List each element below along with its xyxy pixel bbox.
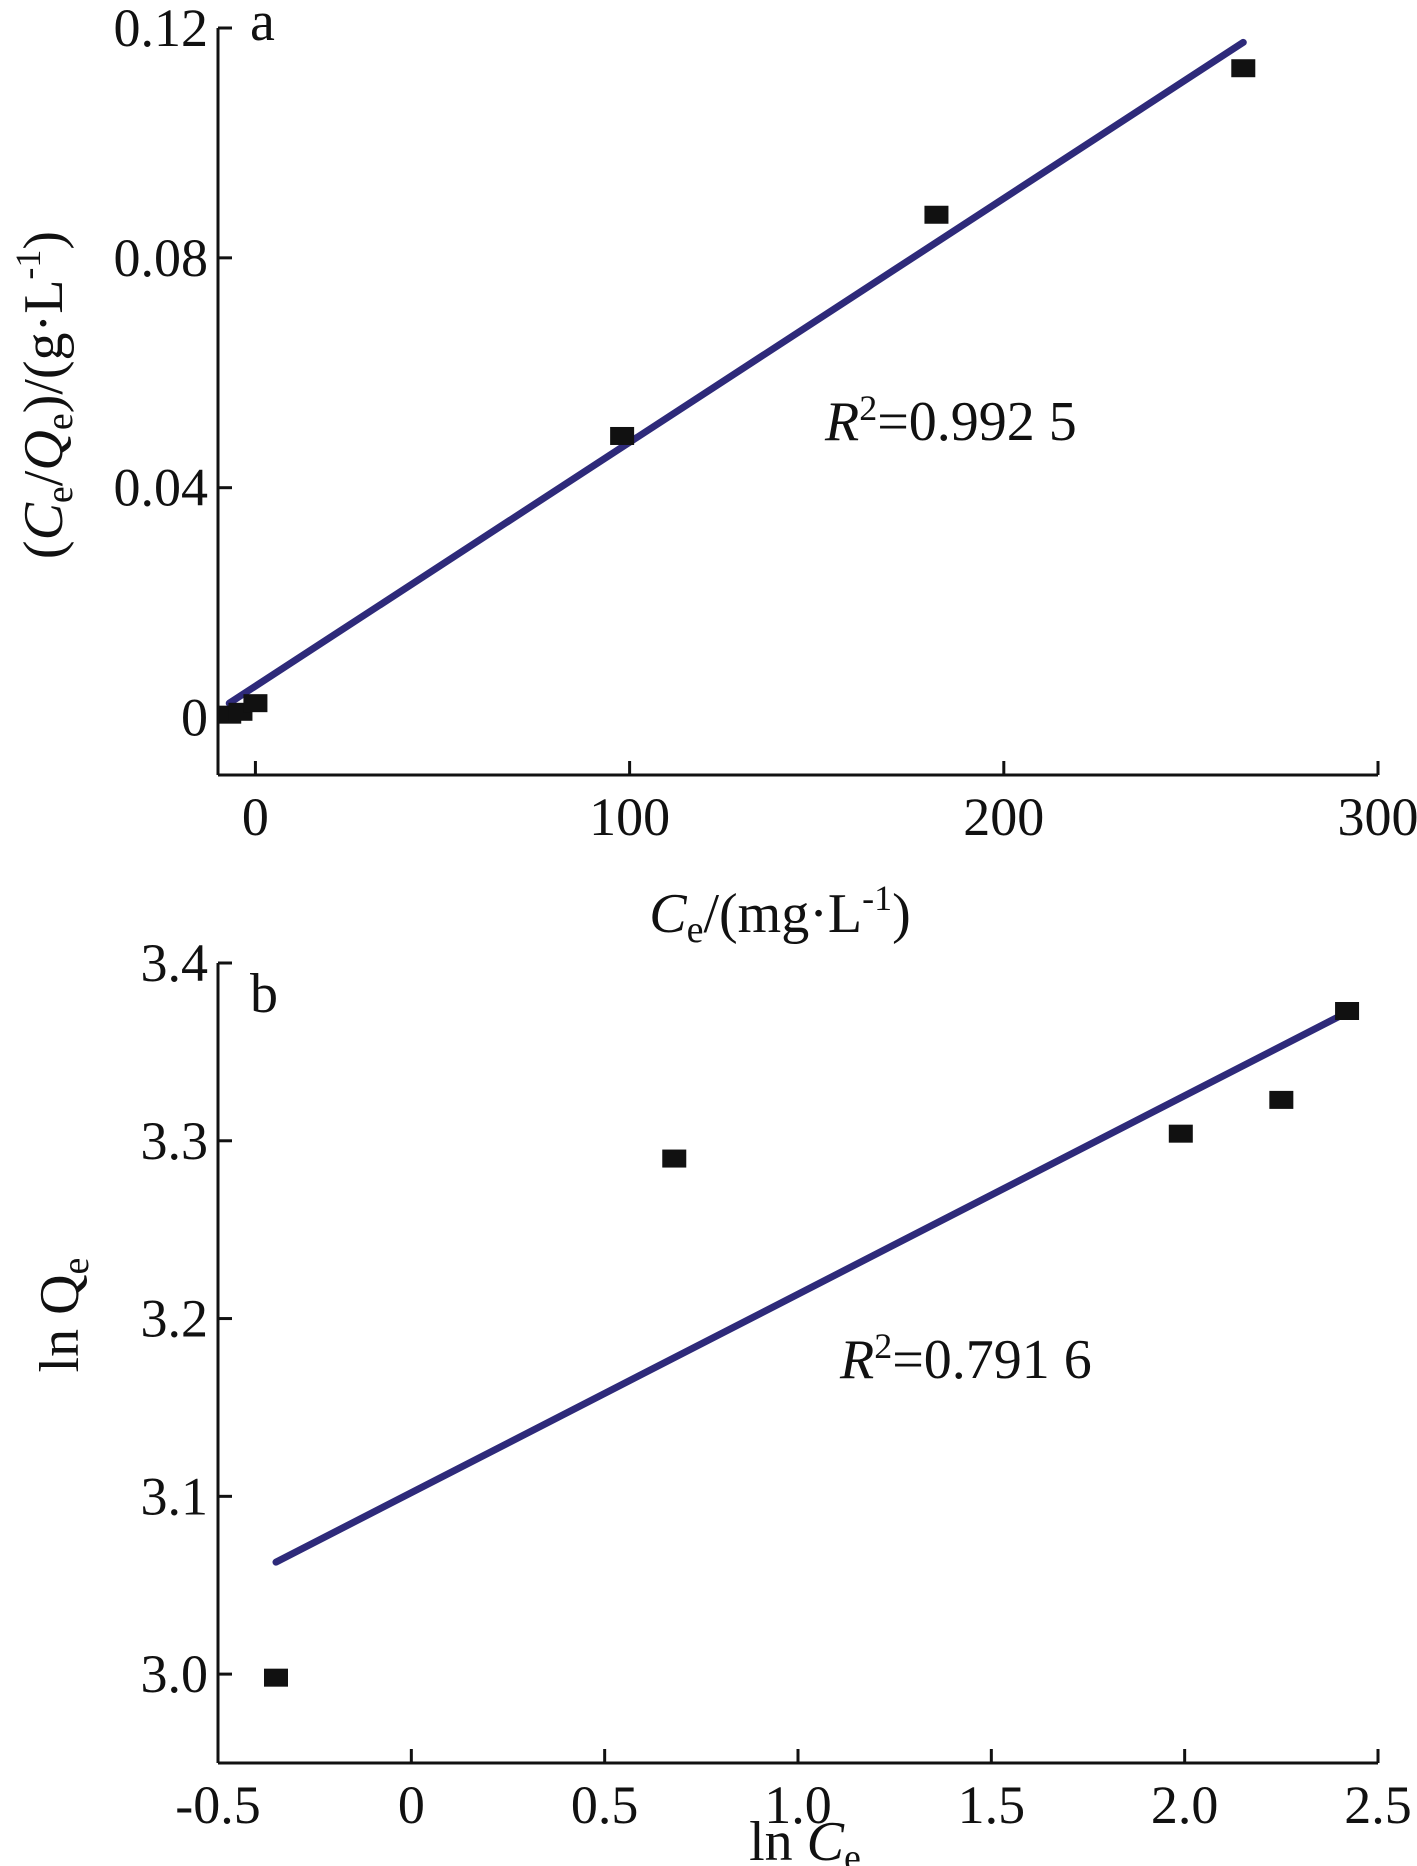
- x-tick-label-b: 1.0: [764, 1775, 832, 1835]
- data-point-b: [662, 1149, 687, 1168]
- data-point-b: [264, 1668, 288, 1687]
- x-tick-label-b: 2.5: [1344, 1775, 1412, 1835]
- r-squared-label-b: R2=0.791 6: [839, 1326, 1092, 1391]
- y-axis-title-b: ln Qe: [29, 1258, 97, 1373]
- y-tick-label-a: 0: [181, 688, 208, 748]
- y-tick-label-b: 3.0: [141, 1644, 209, 1704]
- data-point-b: [1168, 1124, 1193, 1143]
- x-tick-label-a: 300: [1338, 787, 1417, 847]
- y-axis-title-a: (Ce/Qe)/(g·L-1): [8, 231, 81, 559]
- data-point-a: [924, 205, 949, 224]
- y-tick-label-a: 0.04: [114, 458, 209, 518]
- tick-labels-b: 3.0 3.1 3.2 3.3 3.4 -0.5 0 0.5 1.0 1.5 2.0 2.5: [141, 933, 1412, 1835]
- data-point-b: [1335, 1002, 1360, 1020]
- tick-labels-a: 0 0.04 0.08 0.12 0 100 200 300: [114, 0, 1417, 847]
- fit-line-a: [225, 38, 1247, 707]
- chart-panel-b: b 3.0 3.1 3.2 3.3 3.4 -0.5 0 0.5 1.0 1.5 2.0 2.5 ln…: [29, 933, 1412, 1866]
- x-tick-label-a: 100: [589, 787, 670, 847]
- y-tick-label-b: 3.1: [141, 1466, 209, 1526]
- x-axis-title-a: Ce/(mg·L-1): [649, 878, 911, 951]
- y-tick-label-b: 3.2: [141, 1289, 209, 1349]
- x-tick-label-b: -0.5: [175, 1775, 260, 1835]
- data-point-a: [243, 694, 268, 713]
- r-squared-label-a: R2=0.992 5: [824, 388, 1077, 453]
- x-tick-label-b: 1.5: [958, 1775, 1026, 1835]
- chart-panel-a: a 0 0.04 0.08 0.12 0 100 200 300 Ce/(mg·L-1) (C…: [8, 0, 1417, 951]
- y-tick-label-b: 3.4: [141, 933, 209, 993]
- data-marks-a: [216, 26, 1380, 777]
- panel-label-b: b: [250, 963, 278, 1025]
- data-point-a: [1231, 59, 1256, 78]
- data-marks-b: [216, 961, 1380, 1765]
- x-tick-label-a: 0: [242, 787, 269, 847]
- x-axis-title-b: ln Ce: [749, 1811, 861, 1866]
- y-tick-label-b: 3.3: [141, 1111, 209, 1171]
- fit-line-b: [272, 1012, 1343, 1566]
- y-tick-label-a: 0.12: [114, 0, 209, 58]
- data-point-b: [1269, 1090, 1294, 1109]
- x-tick-label-b: 2.0: [1151, 1775, 1219, 1835]
- y-tick-label-a: 0.08: [114, 228, 209, 288]
- x-tick-label-a: 200: [963, 787, 1044, 847]
- x-tick-label-b: 0: [398, 1775, 425, 1835]
- x-tick-label-b: 0.5: [571, 1775, 639, 1835]
- panel-label-a: a: [250, 0, 275, 53]
- data-point-a: [610, 426, 635, 445]
